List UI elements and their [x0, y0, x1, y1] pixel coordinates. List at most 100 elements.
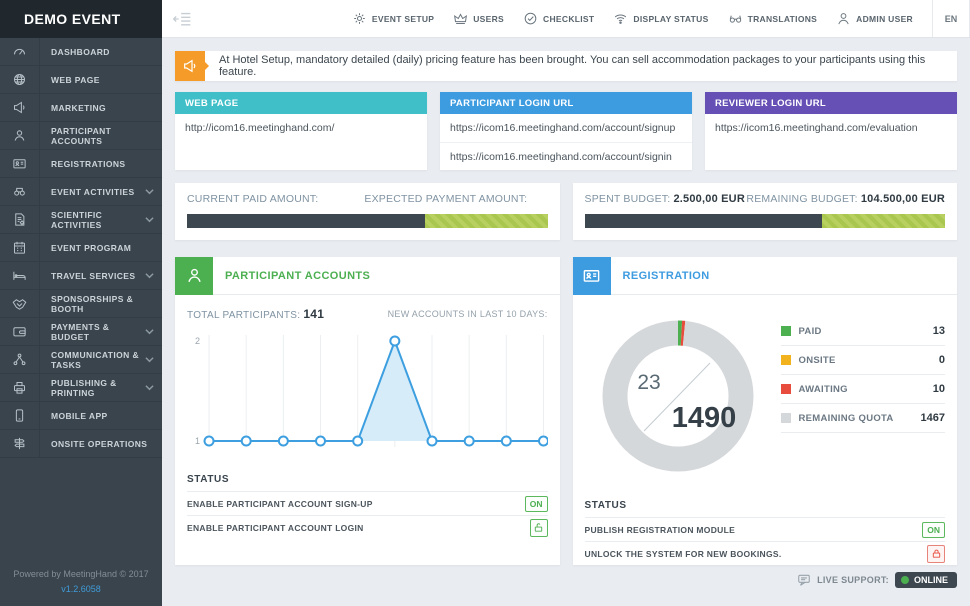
sidebar: DEMO EVENT DASHBOARD WEB PAGE MARKETING …	[0, 0, 162, 606]
chevron-down-icon	[145, 178, 162, 205]
onsite-value: 0	[938, 354, 945, 366]
chevron-down-icon	[145, 346, 162, 373]
unlock-bookings-status-row: UNLOCK THE SYSTEM FOR NEW BOOKINGS.	[584, 541, 945, 565]
payment-amount-card: CURRENT PAID AMOUNT: EXPECTED PAYMENT AM…	[175, 183, 560, 240]
gear-icon	[354, 13, 365, 24]
printer-icon	[0, 374, 40, 401]
main-cards-row: PARTICIPANT ACCOUNTS TOTAL PARTICIPANTS:…	[175, 256, 957, 565]
megaphone-icon	[0, 94, 40, 121]
language-selector[interactable]: EN	[932, 0, 970, 37]
web-page-card-title: WEB PAGE	[175, 92, 427, 114]
spent-bar-segment	[584, 214, 823, 228]
topbar-item-label: ADMIN USER	[856, 13, 913, 24]
check-circle-icon	[524, 12, 537, 25]
sidebar-item-label: MARKETING	[51, 102, 107, 113]
remaining-budget-value: 104.500,00 EUR	[860, 193, 945, 205]
display-status-button[interactable]: DISPLAY STATUS	[613, 11, 708, 26]
participant-accounts-icon	[175, 256, 213, 295]
paid-value: 13	[932, 325, 945, 337]
user-icon	[0, 122, 40, 149]
signup-url[interactable]: https://icom16.meetinghand.com/account/s…	[450, 122, 676, 134]
signpost-icon	[0, 430, 40, 457]
chevron-down-icon	[145, 374, 162, 401]
participant-login-card-title: PARTICIPANT LOGIN URL	[440, 92, 692, 114]
participant-login-card: PARTICIPANT LOGIN URL https://icom16.mee…	[440, 92, 692, 170]
sidebar-collapse-icon[interactable]	[172, 10, 192, 28]
new-accounts-label: NEW ACCOUNTS IN LAST 10 DAYS:	[387, 309, 548, 319]
signup-status-label: ENABLE PARTICIPANT ACCOUNT SIGN-UP	[187, 498, 373, 509]
sidebar-item-communication-tasks[interactable]: COMMUNICATION & TASKS	[0, 346, 162, 374]
participant-accounts-card: PARTICIPANT ACCOUNTS TOTAL PARTICIPANTS:…	[175, 256, 560, 565]
globe-icon	[0, 66, 40, 93]
publish-on-badge[interactable]: ON	[922, 521, 945, 538]
evaluation-url[interactable]: https://icom16.meetinghand.com/evaluatio…	[715, 122, 918, 134]
bed-icon	[0, 262, 40, 289]
total-participants-label: TOTAL PARTICIPANTS:	[187, 310, 301, 321]
sidebar-item-event-activities[interactable]: EVENT ACTIVITIES	[0, 178, 162, 206]
registration-icon	[572, 256, 611, 295]
remaining-quota-label: REMAINING QUOTA	[798, 412, 894, 424]
reviewer-login-card: REVIEWER LOGIN URL https://icom16.meetin…	[705, 92, 957, 170]
sidebar-item-onsite-operations[interactable]: ONSITE OPERATIONS	[0, 430, 162, 458]
chevron-down-icon	[145, 318, 162, 345]
live-support-online-button[interactable]: ONLINE	[894, 572, 957, 588]
notification-banner: At Hotel Setup, mandatory detailed (dail…	[175, 51, 957, 81]
donut-total-count: 1490	[671, 402, 736, 434]
event-title: DEMO EVENT	[0, 0, 162, 38]
sidebar-item-mobile-app[interactable]: MOBILE APP	[0, 402, 162, 430]
checklist-button[interactable]: CHECKLIST	[523, 11, 594, 26]
handshake-icon	[0, 290, 40, 317]
admin-user-button[interactable]: ADMIN USER	[836, 11, 913, 26]
event-setup-button[interactable]: EVENT SETUP	[352, 11, 434, 26]
signup-on-badge[interactable]: ON	[524, 495, 548, 512]
paid-label: PAID	[798, 325, 822, 337]
sidebar-item-travel-services[interactable]: TRAVEL SERVICES	[0, 262, 162, 290]
spent-budget-value: 2.500,00 EUR	[673, 193, 745, 205]
sidebar-item-dashboard[interactable]: DASHBOARD	[0, 38, 162, 66]
calendar-icon	[0, 234, 40, 261]
id-card-icon	[0, 150, 40, 177]
dashboard-content: At Hotel Setup, mandatory detailed (dail…	[162, 38, 970, 606]
topbar-item-label: TRANSLATIONS	[747, 13, 818, 24]
sidebar-item-sponsorships-booth[interactable]: SPONSORSHIPS & BOOTH	[0, 290, 162, 318]
sidebar-item-label: PAYMENTS & BUDGET	[51, 321, 110, 342]
powered-by-text: Powered by MeetingHand © 2017	[13, 569, 149, 579]
registration-status-section: STATUS PUBLISH REGISTRATION MODULE ON UN…	[584, 493, 945, 565]
legend-row-onsite: ONSITE 0	[780, 346, 945, 375]
sidebar-item-label: EVENT PROGRAM	[51, 242, 132, 253]
sidebar-item-event-program[interactable]: EVENT PROGRAM	[0, 234, 162, 262]
sidebar-item-registrations[interactable]: REGISTRATIONS	[0, 150, 162, 178]
awaiting-label: AWAITING	[798, 383, 848, 395]
sidebar-item-scientific-activities[interactable]: SCIENTIFIC ACTIVITIES	[0, 206, 162, 234]
sidebar-item-label: TRAVEL SERVICES	[51, 270, 136, 281]
sidebar-item-payments-budget[interactable]: PAYMENTS & BUDGET	[0, 318, 162, 346]
legend-row-remaining-quota: REMAINING QUOTA 1467	[780, 404, 945, 433]
unlock-bookings-label: UNLOCK THE SYSTEM FOR NEW BOOKINGS.	[584, 548, 782, 559]
login-status-row: ENABLE PARTICIPANT ACCOUNT LOGIN	[187, 515, 548, 539]
translations-button[interactable]: TRANSLATIONS	[728, 11, 818, 26]
budget-card: SPENT BUDGET: 2.500,00 EUR REMAINING BUD…	[572, 183, 957, 240]
participant-status-section: STATUS ENABLE PARTICIPANT ACCOUNT SIGN-U…	[187, 467, 548, 539]
registration-legend: PAID 13 ONSITE 0 AWAIT	[780, 303, 945, 489]
document-icon	[0, 206, 40, 233]
sidebar-item-label: COMMUNICATION & TASKS	[51, 349, 139, 370]
sidebar-item-marketing[interactable]: MARKETING	[0, 94, 162, 122]
topbar-item-label: CHECKLIST	[543, 13, 595, 24]
version-link[interactable]: v1.2.6058	[61, 584, 101, 594]
signin-url[interactable]: https://icom16.meetinghand.com/account/s…	[440, 142, 692, 170]
unlock-icon[interactable]	[529, 518, 548, 537]
sidebar-item-participant-accounts[interactable]: PARTICIPANT ACCOUNTS	[0, 122, 162, 150]
users-button[interactable]: USERS	[453, 11, 504, 26]
donut-current-count: 23	[637, 371, 660, 394]
sidebar-item-web-page[interactable]: WEB PAGE	[0, 66, 162, 94]
bottom-bar: LIVE SUPPORT: ONLINE	[175, 572, 957, 588]
lock-icon[interactable]	[927, 544, 945, 563]
registration-title: REGISTRATION	[622, 269, 710, 282]
total-participants-value: 141	[303, 307, 325, 321]
web-page-url[interactable]: http://icom16.meetinghand.com/	[185, 122, 335, 134]
sidebar-footer: Powered by MeetingHand © 2017 v1.2.6058	[0, 561, 162, 606]
sidebar-item-label: SCIENTIFIC ACTIVITIES	[51, 209, 103, 230]
sidebar-item-publishing-printing[interactable]: PUBLISHING & PRINTING	[0, 374, 162, 402]
remaining-quota-swatch	[780, 413, 791, 423]
